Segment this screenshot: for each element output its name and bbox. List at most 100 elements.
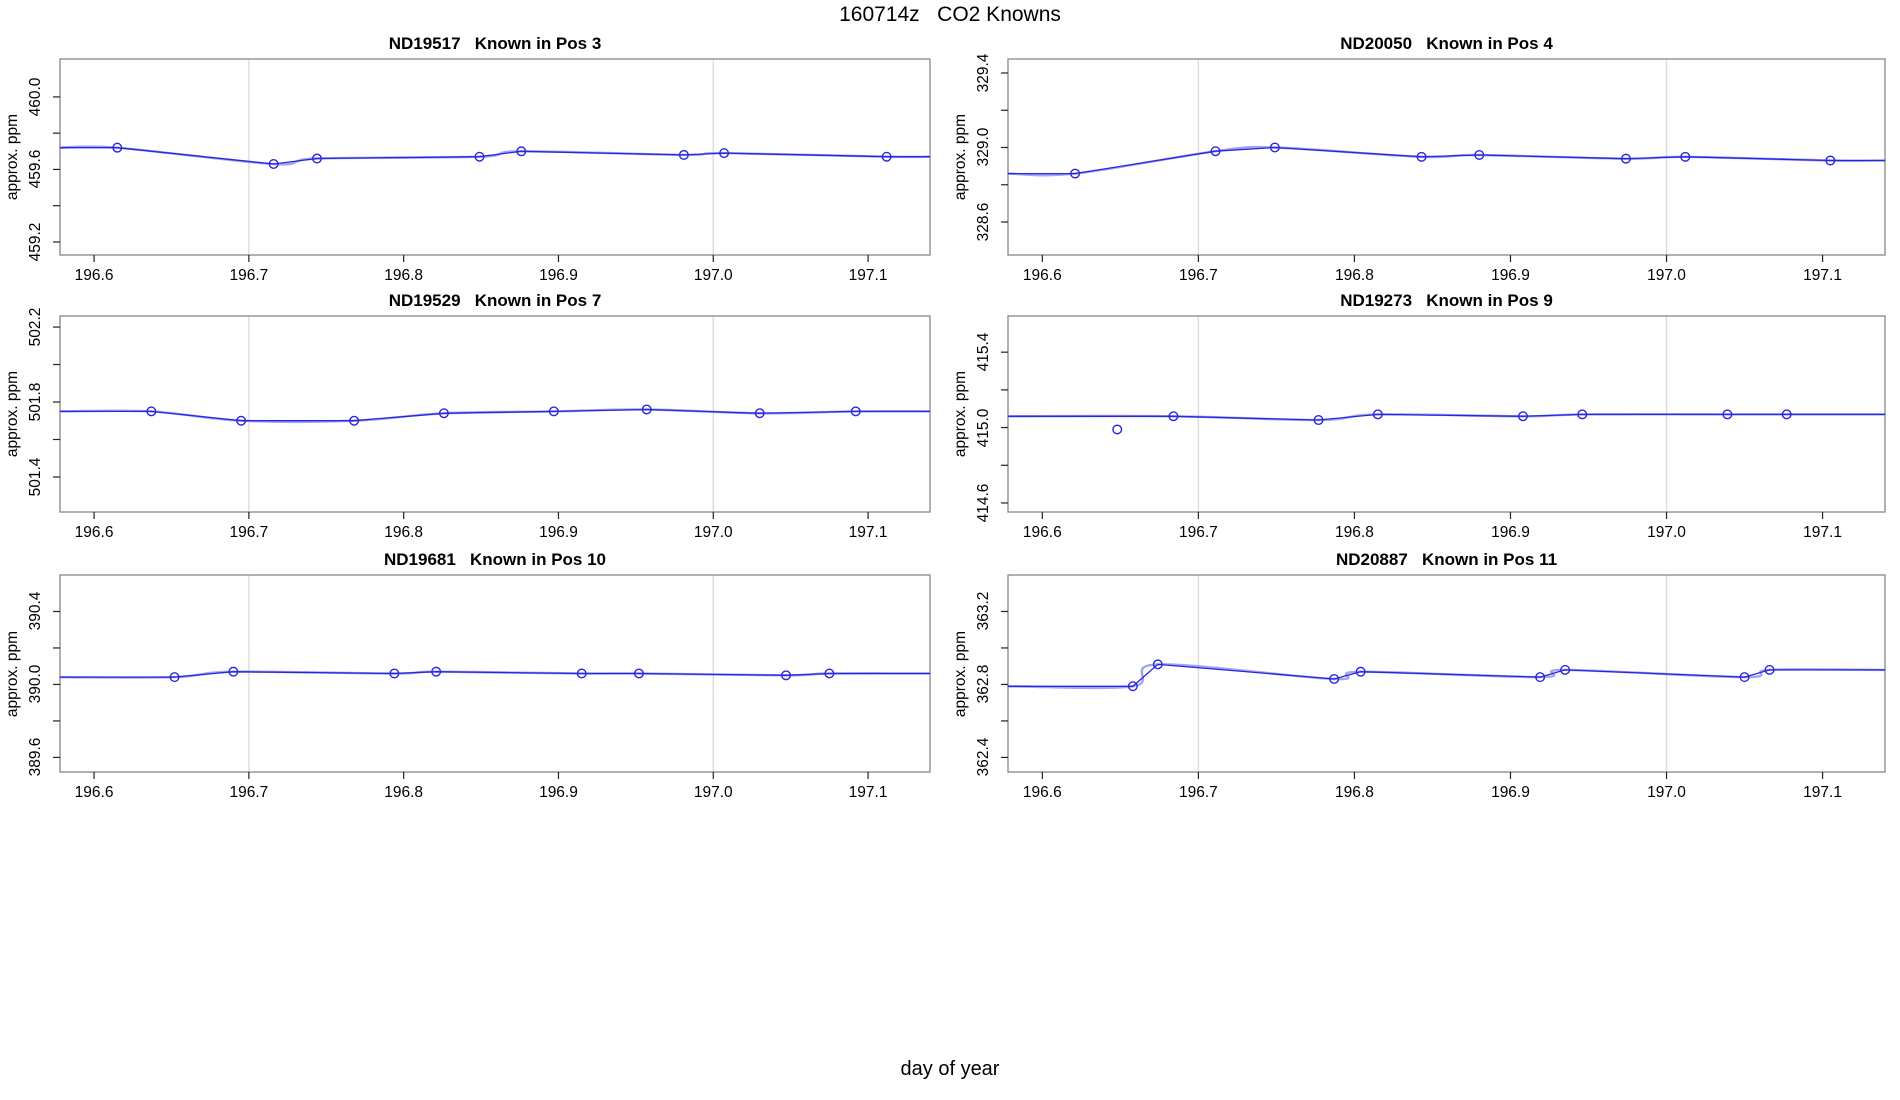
y-tick-label: 390.4: [27, 592, 44, 631]
data-point: [1560, 664, 1571, 675]
x-tick-label: 196.7: [1178, 524, 1218, 541]
data-point: [389, 668, 400, 679]
y-axis-label: approx. ppm: [4, 113, 21, 201]
x-tick-label: 196.6: [1022, 524, 1062, 541]
data-point: [1620, 153, 1631, 164]
data-point: [1269, 142, 1280, 153]
data-point: [678, 149, 689, 160]
y-tick-label: 362.4: [975, 738, 992, 777]
x-tick-label: 196.9: [1491, 524, 1530, 541]
data-point: [850, 406, 861, 417]
x-tick-label: 197.1: [848, 784, 888, 801]
data-point: [719, 148, 730, 159]
x-tick-label: 197.0: [1647, 524, 1686, 541]
x-tick-label: 196.8: [384, 784, 424, 801]
data-point: [1781, 409, 1792, 420]
data-point: [633, 668, 644, 679]
data-point: [641, 404, 652, 415]
panel-title: ND20887 Known in Pos 11: [1335, 550, 1558, 569]
x-tick-label: 196.7: [1178, 784, 1218, 801]
data-line: [1008, 663, 1885, 687]
panel-title: ND20050 Known in Pos 4: [1340, 34, 1553, 53]
data-line: [1008, 413, 1885, 421]
data-point: [1535, 672, 1546, 683]
panel-title: ND19517 Known in Pos 3: [388, 34, 602, 53]
panel-title: ND19681 Known in Pos 10: [383, 550, 607, 569]
x-tick-label: 197.0: [1647, 784, 1686, 801]
x-tick-label: 196.8: [1335, 784, 1374, 801]
x-tick-label: 196.9: [539, 267, 578, 284]
data-point: [169, 672, 180, 683]
y-axis-label: approx. ppm: [952, 630, 969, 717]
data-line: [1008, 146, 1885, 175]
y-tick-label: 329.4: [975, 53, 992, 93]
x-tick-label: 196.9: [1491, 784, 1530, 801]
panel-title: ND19273 Known in Pos 9: [1340, 291, 1553, 310]
data-point: [1329, 673, 1340, 684]
x-tick-label: 196.9: [539, 524, 578, 541]
y-tick-label: 459.2: [27, 222, 44, 262]
data-point: [1416, 151, 1427, 162]
data-point: [1127, 681, 1138, 692]
y-tick-label: 502.2: [27, 307, 44, 347]
y-tick-label: 459.6: [27, 150, 44, 189]
y-tick-label: 389.6: [27, 738, 44, 777]
data-point: [474, 151, 485, 162]
y-tick-label: 501.8: [27, 382, 44, 422]
x-tick-label: 197.0: [1647, 267, 1686, 284]
y-tick-label: 501.4: [27, 457, 44, 497]
data-point: [576, 668, 587, 679]
data-point: [1070, 168, 1081, 179]
data-point: [1355, 666, 1366, 677]
data-point: [516, 146, 527, 157]
x-tick-label: 197.1: [1803, 784, 1842, 801]
x-tick-label: 197.0: [693, 267, 733, 284]
data-point: [431, 666, 442, 677]
x-tick-label: 196.8: [1335, 524, 1374, 541]
data-point: [1168, 411, 1179, 422]
outlier-point: [1112, 424, 1123, 435]
x-tick-label: 196.6: [1022, 267, 1062, 284]
y-axis-label: approx. ppm: [4, 630, 21, 717]
x-tick-label: 197.1: [1803, 524, 1842, 541]
data-point: [146, 406, 157, 417]
x-tick-label: 196.6: [74, 524, 114, 541]
data-point: [228, 666, 239, 677]
y-tick-label: 415.4: [975, 332, 992, 372]
plot-box: [1007, 58, 1886, 256]
data-point: [236, 415, 247, 426]
x-tick-label: 196.8: [384, 524, 424, 541]
x-tick-label: 196.7: [229, 524, 269, 541]
x-tick-label: 196.6: [74, 784, 114, 801]
data-point: [1152, 659, 1163, 670]
y-tick-label: 415.0: [975, 408, 992, 447]
smooth-line: [1006, 145, 1887, 177]
data-point: [349, 415, 360, 426]
data-line: [60, 671, 930, 678]
y-tick-label: 363.2: [975, 592, 992, 631]
data-point: [1474, 149, 1485, 160]
x-tick-label: 196.9: [539, 784, 578, 801]
x-tick-label: 197.1: [1803, 267, 1842, 284]
y-tick-label: 362.8: [975, 665, 992, 704]
x-tick-label: 196.7: [229, 267, 269, 284]
data-point: [1210, 146, 1221, 157]
data-point: [881, 151, 892, 162]
y-tick-label: 390.0: [27, 665, 44, 704]
data-point: [1577, 409, 1588, 420]
x-tick-label: 196.6: [74, 267, 114, 284]
x-tick-label: 197.1: [848, 524, 888, 541]
data-point: [1680, 151, 1691, 162]
x-tick-label: 196.7: [1178, 267, 1218, 284]
data-point: [1313, 415, 1324, 426]
data-point: [754, 408, 765, 419]
data-point: [548, 406, 559, 417]
data-point: [1722, 409, 1733, 420]
x-tick-label: 196.6: [1022, 784, 1062, 801]
data-point: [781, 670, 792, 681]
data-point: [311, 153, 322, 164]
x-tick-label: 197.0: [693, 784, 733, 801]
data-point: [824, 668, 835, 679]
